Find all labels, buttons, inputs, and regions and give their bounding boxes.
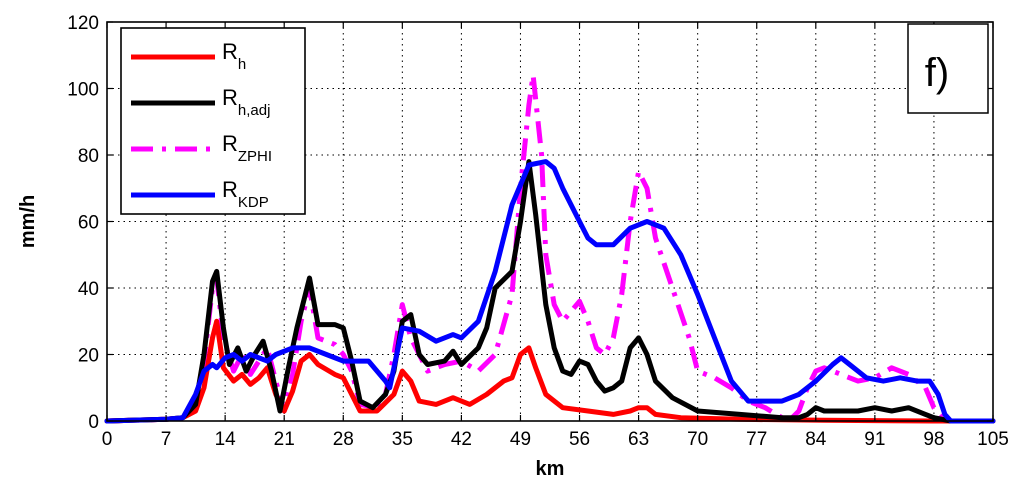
x-tick-label: 84 [805,429,827,450]
x-tick-label: 70 [687,429,708,450]
legend-entry-name: R [222,85,238,110]
legend-entry-name: R [222,177,238,202]
x-tick-label: 56 [569,429,590,450]
y-tick-label: 0 [88,412,99,433]
legend-entry: RKDP [222,177,269,211]
y-axis-label: mm/h [17,195,39,248]
x-tick-label: 98 [923,429,944,450]
legend-entry-subscript: h [238,56,246,73]
legend-entry: Rh,adj [222,85,270,119]
series-line-hadj [104,159,996,424]
legend-entry-name: R [222,131,238,156]
y-tick-label: 100 [67,80,99,101]
series-line-kdp [104,159,996,424]
x-tick-label: 77 [746,429,767,450]
x-tick-label: 0 [102,429,113,450]
panel-label-frame [907,23,989,114]
legend-entry: RZPHI [222,131,272,165]
legend-entry-name: R [222,39,238,64]
x-tick-label: 42 [451,429,472,450]
legend-entry: Rh [222,39,246,73]
x-axis-label: km [536,458,565,480]
x-tick-label: 35 [392,429,413,450]
legend-entry-subscript: ZPHI [238,148,272,165]
panel-label: f) [925,51,949,95]
x-tick-label: 105 [977,429,1009,450]
x-tick-label: 14 [215,429,237,450]
legend-entry-subscript: h,adj [238,102,271,119]
y-tick-label: 120 [67,13,99,34]
x-tick-label: 7 [161,429,172,450]
x-tick-label: 63 [628,429,649,450]
series-line-h [104,318,996,424]
series-layer [104,72,996,424]
y-tick-label: 60 [78,213,99,234]
y-tick-label: 20 [78,346,99,367]
y-tick-label: 80 [78,146,99,167]
y-tick-label: 40 [78,279,99,300]
x-tick-label: 91 [864,429,885,450]
panel-label-box: f) [907,23,989,114]
x-tick-label: 49 [510,429,531,450]
x-tick-label: 28 [333,429,354,450]
ticks: 0 7 14 21 28 35 42 49 56 63 70 77 84 91 98 105 0 20 40 60 80… [67,13,1009,450]
legend-entry-subscript: KDP [238,194,269,211]
x-tick-label: 21 [274,429,295,450]
